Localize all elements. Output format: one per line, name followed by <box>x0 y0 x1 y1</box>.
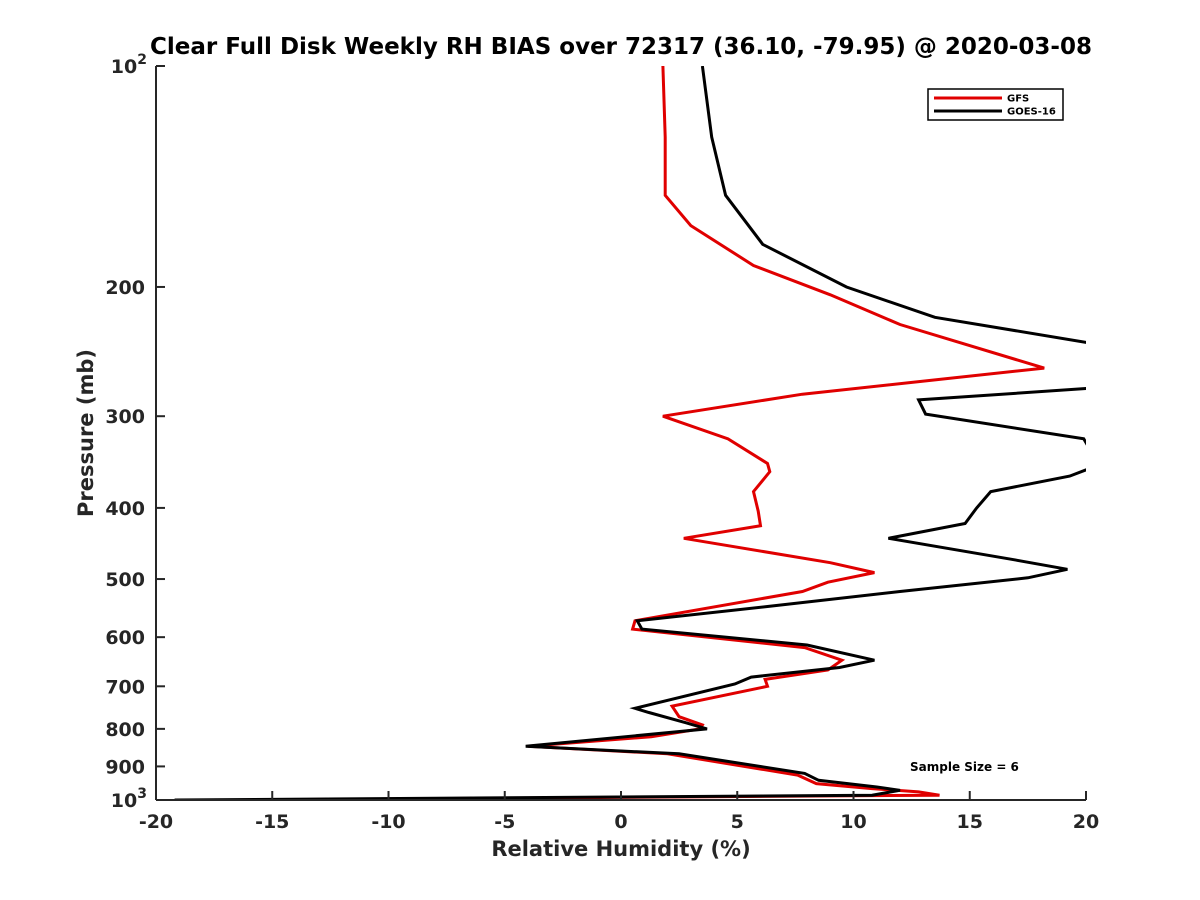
x-tick-label: -5 <box>494 811 515 833</box>
series-layer <box>174 66 1086 800</box>
legend-label: GOES-16 <box>1007 107 1056 118</box>
series-line-goes-16 <box>174 66 1086 800</box>
sample-size-annotation: Sample Size = 6 <box>910 760 1019 774</box>
x-tick-label: 15 <box>957 811 983 833</box>
x-tick-label: -10 <box>371 811 405 833</box>
y-tick-label: 500 <box>105 569 145 591</box>
axes-layer: -20 -15 -10 -5 0 5 10 15 20 200 300 400 500 600 700 800… <box>105 52 1099 833</box>
legend: GFS GOES-16 <box>927 88 1064 121</box>
legend-label: GFS <box>1007 94 1029 105</box>
y-decade-label: 102 <box>111 52 147 78</box>
y-tick-label: 900 <box>105 756 145 778</box>
y-tick-label: 200 <box>105 277 145 299</box>
x-tick-label: 20 <box>1073 811 1099 833</box>
x-tick-label: 10 <box>840 811 866 833</box>
x-axis-label: Relative Humidity (%) <box>491 837 750 861</box>
y-tick-label: 400 <box>105 498 145 520</box>
y-tick-label: 600 <box>105 627 145 649</box>
x-tick-label: 5 <box>731 811 744 833</box>
y-tick-label: 700 <box>105 676 145 698</box>
legend-box <box>927 88 1064 121</box>
y-axis-label: Pressure (mb) <box>74 349 98 517</box>
y-decade-label: 103 <box>111 786 147 812</box>
x-tick-label: -20 <box>139 811 173 833</box>
chart-title: Clear Full Disk Weekly RH BIAS over 7231… <box>150 34 1092 60</box>
x-tick-label: 0 <box>614 811 627 833</box>
x-tick-label: -15 <box>255 811 289 833</box>
y-tick-label: 800 <box>105 719 145 741</box>
y-tick-label: 300 <box>105 406 145 428</box>
